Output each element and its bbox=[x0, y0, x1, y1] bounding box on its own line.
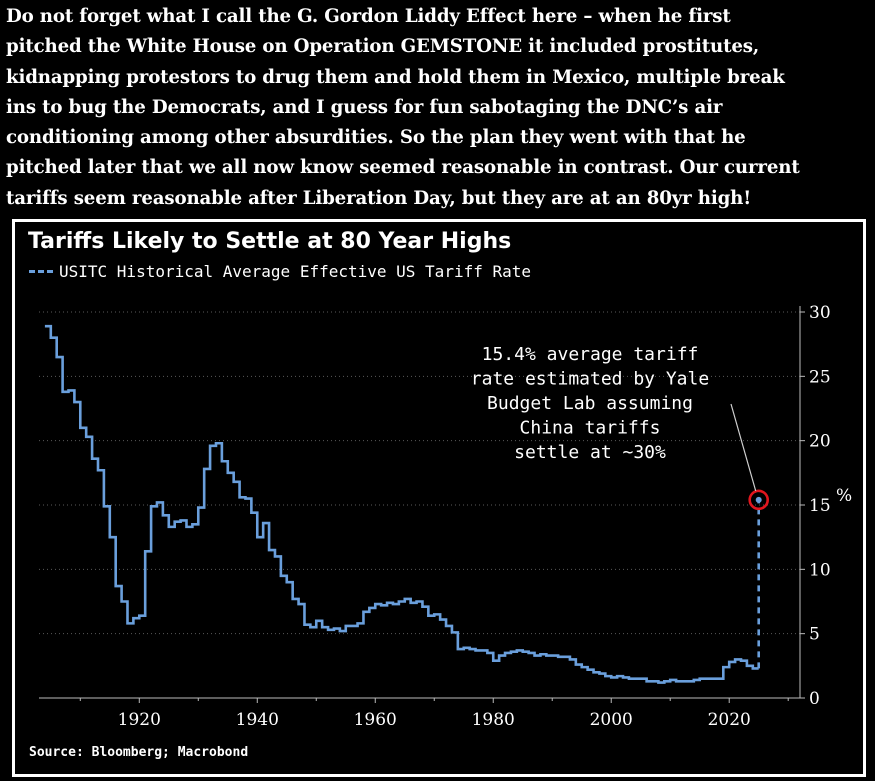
y-tick-label: 10 bbox=[809, 560, 831, 580]
post-line: pitched the White House on Operation GEM… bbox=[6, 36, 760, 58]
legend-label: USITC Historical Average Effective US Ta… bbox=[59, 262, 532, 281]
chart-legend: USITC Historical Average Effective US Ta… bbox=[29, 262, 531, 281]
y-tick-label: 15 bbox=[809, 496, 831, 516]
x-tick-label: 2000 bbox=[590, 710, 633, 730]
x-tick-label: 1980 bbox=[472, 710, 515, 730]
annotation-line: 15.4% average tariff bbox=[482, 344, 699, 365]
y-tick-label: 20 bbox=[809, 432, 831, 452]
y-tick-label: 25 bbox=[809, 367, 831, 387]
x-tick-label: 2020 bbox=[708, 710, 751, 730]
annotation-line: China tariffs bbox=[520, 418, 661, 439]
legend-swatch bbox=[29, 270, 53, 273]
x-tick-label: 1920 bbox=[118, 710, 161, 730]
post-text: Do not forget what I call the G. Gordon … bbox=[6, 2, 872, 214]
post-line: ins to bug the Democrats, and I guess fo… bbox=[6, 96, 723, 118]
post-line: Do not forget what I call the G. Gordon … bbox=[6, 6, 731, 27]
x-tick-label: 1940 bbox=[236, 710, 279, 730]
post-line: tariffs seem reasonable after Liberation… bbox=[6, 187, 752, 209]
series-line-tariff-rate bbox=[44, 324, 759, 684]
annotation-line: Budget Lab assuming bbox=[487, 393, 693, 414]
x-tick-label: 1960 bbox=[354, 710, 397, 730]
highlight-marker bbox=[748, 489, 770, 511]
post-line: pitched later that we all now know seeme… bbox=[6, 157, 800, 179]
projection-point bbox=[755, 496, 762, 503]
chart-source: Source: Bloomberg; Macrobond bbox=[29, 745, 249, 760]
y-tick-label: 30 bbox=[809, 303, 831, 323]
post-line: kidnapping protestors to drug them and h… bbox=[6, 66, 785, 88]
annotation-line: rate estimated by Yale bbox=[471, 369, 709, 390]
annotation-line: settle at ~30% bbox=[514, 442, 666, 463]
post-line: conditioning among other absurdities. So… bbox=[6, 127, 746, 149]
y-tick-label: 0 bbox=[809, 689, 820, 709]
y-tick-label: 5 bbox=[809, 625, 820, 645]
chart-plot: 0 5 10 15 20 25 30% 1920 1940 1960 1980 2000 2020 15.… bbox=[39, 303, 852, 730]
chart-frame: 0 5 10 15 20 25 30% 1920 1940 1960 1980 2000 2020 15.… bbox=[12, 219, 866, 777]
chart-title: Tariffs Likely to Settle at 80 Year High… bbox=[28, 229, 512, 254]
annotation-pointer bbox=[730, 403, 757, 492]
y-unit-mark: % bbox=[836, 486, 852, 506]
